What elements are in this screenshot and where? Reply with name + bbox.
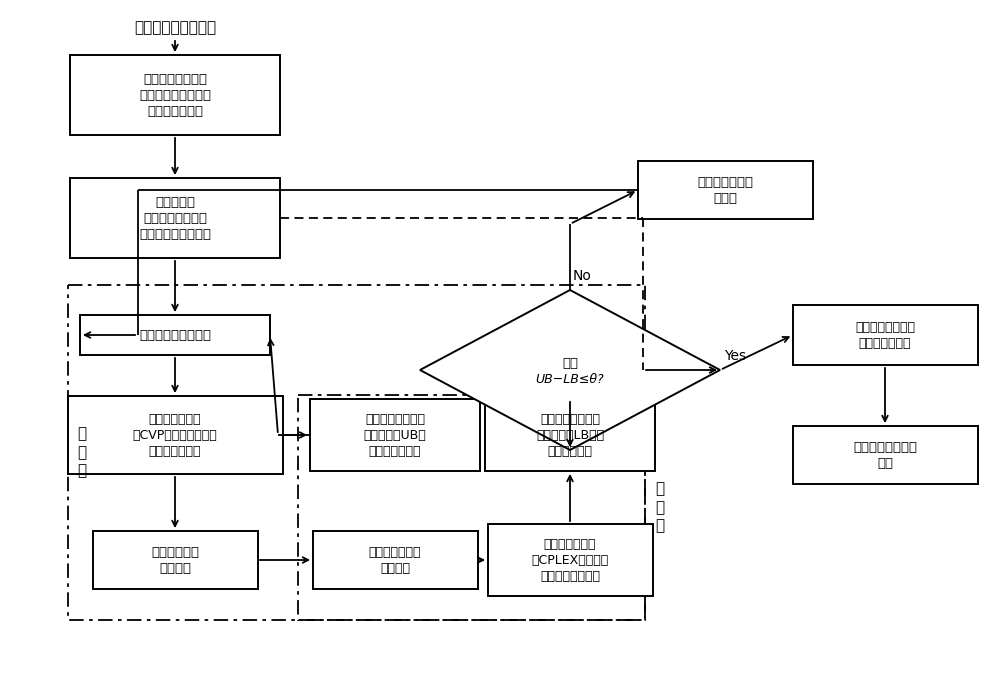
Text: 主
系
统: 主 系 统 [655,482,665,534]
Bar [68,285,645,620]
Text: 重新获取切换优
化序列: 重新获取切换优 化序列 [697,175,753,205]
Text: 主系统优化模块
（CPLEX整数优化
器求解切换序列）: 主系统优化模块 （CPLEX整数优化 器求解切换序列） [531,538,609,582]
Bar [312,531,478,589]
Text: UB−LB≤θ?: UB−LB≤θ? [536,373,604,386]
Text: 从
系
统: 从 系 统 [77,426,87,479]
Bar [638,161,812,219]
Text: 最优轨迹存储模块
（更新上界UB，
存储最优轨迹）: 最优轨迹存储模块 （更新上界UB， 存储最优轨迹） [364,412,426,458]
Text: 聚丙烯产品市场需求: 聚丙烯产品市场需求 [134,21,216,36]
Bar [310,399,480,471]
Bar [298,395,645,620]
Text: No: No [573,269,591,283]
Bar [68,396,283,474]
Text: 调度切换配方模块
（给定调度优化目标
函数和约束集）: 调度切换配方模块 （给定调度优化目标 函数和约束集） [139,73,211,118]
Text: 提供拉格朗日
对偶信息: 提供拉格朗日 对偶信息 [151,545,199,575]
Text: 最优牌号切换序列
和轨迹输出模块: 最优牌号切换序列 和轨迹输出模块 [855,321,915,349]
Text: 初始化模块
（给定模型初始状
态，初始调度序列）: 初始化模块 （给定模型初始状 态，初始调度序列） [139,195,211,240]
Text: 主系统调度序列
优化模型: 主系统调度序列 优化模型 [369,545,421,575]
Bar [70,55,280,135]
Bar [792,426,978,484]
Bar [80,315,270,355]
Text: 最优序列存储模块
（更新下界LB，存
储最优序列）: 最优序列存储模块 （更新下界LB，存 储最优序列） [536,412,604,458]
Text: 从系统优化模块
（CVP法求解切换轨迹
动态优化问题）: 从系统优化模块 （CVP法求解切换轨迹 动态优化问题） [133,412,217,458]
Bar [488,524,652,596]
Bar [70,178,280,258]
Bar [92,531,258,589]
Bar [485,399,655,471]
Polygon shape [420,290,720,450]
Text: Yes: Yes [724,349,746,363]
Text: 从系统轨迹优化模型: 从系统轨迹优化模型 [139,329,211,342]
Bar [792,305,978,365]
Text: 推送到下层控制器
执行: 推送到下层控制器 执行 [853,440,917,469]
Text: 判断: 判断 [562,356,578,369]
